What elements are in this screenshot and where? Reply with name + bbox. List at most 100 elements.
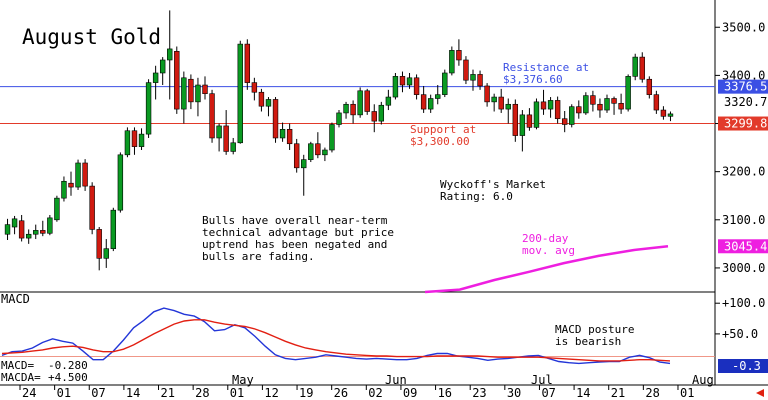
macd-title: MACD xyxy=(1,292,30,306)
month-label: Jun xyxy=(385,373,407,387)
candle-body xyxy=(89,185,95,230)
candle-body xyxy=(667,113,674,117)
x-tick-label: 09 xyxy=(403,386,417,400)
x-tick-label: 14 xyxy=(126,386,140,400)
candle-body xyxy=(625,76,631,110)
candle-body xyxy=(54,197,60,221)
last-price-box xyxy=(718,94,768,109)
candle-body xyxy=(167,48,173,61)
macd-readout-label: MACD= xyxy=(1,359,34,372)
candle-body xyxy=(329,124,335,151)
candle-body xyxy=(442,72,448,95)
x-tick-label: 14 xyxy=(576,386,590,400)
candle-body xyxy=(385,96,392,106)
candle-body xyxy=(195,84,201,103)
macda-readout-label: MACDA= xyxy=(1,371,41,384)
macda-readout-value: +4.500 xyxy=(48,371,88,384)
candle-body xyxy=(223,125,229,152)
ma200-line xyxy=(424,245,669,294)
candle-body xyxy=(357,90,363,116)
candle-body xyxy=(413,77,420,95)
candle-body xyxy=(315,143,321,156)
price-y-tick-label: 3500.0 xyxy=(722,20,765,34)
bulls-note: Bulls have overall near-term technical ad… xyxy=(202,214,394,263)
wyckoff-rating: Wyckoff's Market Rating: 6.0 xyxy=(440,178,546,203)
price-y-tick-label: 3400.0 xyxy=(722,68,765,82)
candle-body xyxy=(40,230,46,234)
scroll-arrow-icon xyxy=(756,389,764,397)
macd-note: MACD posture is bearish xyxy=(555,323,634,348)
candle-body xyxy=(47,217,53,234)
candle-body xyxy=(237,43,243,144)
candle-body xyxy=(350,103,356,116)
candle-body xyxy=(322,149,328,156)
candle-body xyxy=(18,220,25,239)
candle-body xyxy=(286,129,293,145)
candle-body xyxy=(498,96,504,110)
candle-body xyxy=(25,233,32,239)
candle-body xyxy=(75,162,81,188)
candle-body xyxy=(660,109,667,117)
x-tick-label: 07 xyxy=(541,386,555,400)
candle-body xyxy=(653,94,660,111)
x-tick-label: 12 xyxy=(264,386,278,400)
candle-body xyxy=(470,74,476,81)
candle-body xyxy=(435,94,441,99)
candle-body xyxy=(427,98,434,110)
x-tick-label: 23 xyxy=(472,386,486,400)
candle-body xyxy=(463,59,469,81)
candle-body xyxy=(618,103,624,110)
x-tick-label: 28 xyxy=(645,386,659,400)
candle-body xyxy=(343,103,349,114)
x-tick-label: 01 xyxy=(57,386,71,400)
candle-body xyxy=(272,99,279,139)
macd-readout-value: -0.280 xyxy=(48,359,88,372)
macd-last-label: -0.3 xyxy=(732,359,761,373)
macd-last-box xyxy=(718,359,768,373)
candle-body xyxy=(131,130,138,147)
month-label: Jul xyxy=(531,373,553,387)
candle-body xyxy=(230,142,236,152)
month-label: Aug xyxy=(692,373,714,387)
macda-line xyxy=(1,319,671,362)
candle-body xyxy=(547,100,554,110)
macd-y-tick-label: +50.0 xyxy=(722,327,758,341)
candle-body xyxy=(124,130,131,156)
candle-body xyxy=(82,162,88,187)
candle-body xyxy=(590,95,596,105)
candle-body xyxy=(96,229,102,259)
candle-body xyxy=(308,143,314,160)
candle-body xyxy=(145,82,152,135)
price-y-tick-label: 3100.0 xyxy=(722,213,765,227)
candle-body xyxy=(336,112,342,125)
candle-body xyxy=(569,106,575,125)
candle-body xyxy=(561,118,568,125)
candle-body xyxy=(505,103,511,110)
candle-body xyxy=(209,93,215,139)
candle-body xyxy=(456,50,462,61)
candle-body xyxy=(378,104,385,122)
candle-body xyxy=(174,51,180,110)
candle-body xyxy=(646,78,653,95)
candle-body xyxy=(279,129,286,139)
candle-body xyxy=(61,180,67,199)
candle-body xyxy=(399,76,406,86)
candle-body xyxy=(611,98,617,104)
candle-body xyxy=(33,230,39,235)
candle-body xyxy=(188,78,194,103)
x-tick-label: 19 xyxy=(299,386,313,400)
candle-body xyxy=(576,106,582,114)
candle-body xyxy=(540,101,547,110)
candle-body xyxy=(301,159,307,169)
ma200-label: 200-day mov. avg xyxy=(522,232,575,257)
candle-body xyxy=(258,91,265,107)
chart-title: August Gold xyxy=(22,25,161,49)
support-axis-box xyxy=(718,116,768,131)
x-tick-label: 26 xyxy=(334,386,348,400)
x-tick-label: 24 xyxy=(22,386,36,400)
x-tick-label: 01 xyxy=(680,386,694,400)
x-tick-label: 16 xyxy=(438,386,452,400)
x-tick-label: 07 xyxy=(91,386,105,400)
